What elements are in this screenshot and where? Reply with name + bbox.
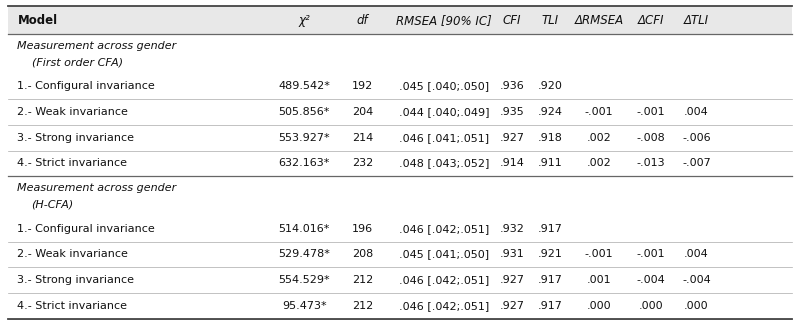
Text: TLI: TLI	[542, 14, 559, 27]
Text: .046 [.042;.051]: .046 [.042;.051]	[398, 224, 489, 234]
Text: .046 [.042;.051]: .046 [.042;.051]	[398, 301, 489, 311]
Text: -.001: -.001	[637, 249, 665, 260]
Text: .000: .000	[684, 301, 709, 311]
Bar	[8, 6, 792, 34]
Text: ΔRMSEA: ΔRMSEA	[574, 14, 624, 27]
Text: 196: 196	[352, 224, 373, 234]
Text: 529.478*: 529.478*	[278, 249, 330, 260]
Text: 204: 204	[352, 107, 373, 117]
Text: Measurement across gender: Measurement across gender	[18, 41, 177, 51]
Text: .918: .918	[538, 133, 563, 143]
Text: -.004: -.004	[682, 275, 710, 285]
Text: -.006: -.006	[682, 133, 710, 143]
Text: .046 [.041;.051]: .046 [.041;.051]	[399, 133, 489, 143]
Text: .921: .921	[538, 249, 563, 260]
Text: (H-CFA): (H-CFA)	[31, 200, 74, 210]
Text: 192: 192	[352, 81, 373, 91]
Text: 489.542*: 489.542*	[278, 81, 330, 91]
Text: 554.529*: 554.529*	[278, 275, 330, 285]
Text: .927: .927	[500, 301, 525, 311]
Text: -.001: -.001	[637, 107, 665, 117]
Text: 2.- Weak invariance: 2.- Weak invariance	[18, 107, 128, 117]
Text: .045 [.040;.050]: .045 [.040;.050]	[399, 81, 489, 91]
Text: .048 [.043;.052]: .048 [.043;.052]	[398, 158, 489, 168]
Text: 3.- Strong invariance: 3.- Strong invariance	[18, 133, 134, 143]
Text: .000: .000	[638, 301, 663, 311]
Text: 214: 214	[352, 133, 373, 143]
Text: .001: .001	[587, 275, 611, 285]
Text: .917: .917	[538, 275, 563, 285]
Text: .000: .000	[587, 301, 611, 311]
Text: -.008: -.008	[637, 133, 666, 143]
Text: 2.- Weak invariance: 2.- Weak invariance	[18, 249, 128, 260]
Text: -.013: -.013	[637, 158, 665, 168]
Text: Measurement across gender: Measurement across gender	[18, 183, 177, 193]
Text: .920: .920	[538, 81, 563, 91]
Text: .924: .924	[538, 107, 563, 117]
Text: CFI: CFI	[503, 14, 522, 27]
Text: 553.927*: 553.927*	[278, 133, 330, 143]
Text: ΔCFI: ΔCFI	[638, 14, 664, 27]
Text: .044 [.040;.049]: .044 [.040;.049]	[398, 107, 489, 117]
Text: .002: .002	[586, 133, 611, 143]
Text: 212: 212	[352, 275, 373, 285]
Text: 1.- Configural invariance: 1.- Configural invariance	[18, 81, 155, 91]
Text: 632.163*: 632.163*	[278, 158, 330, 168]
Text: 232: 232	[352, 158, 373, 168]
Text: 4.- Strict invariance: 4.- Strict invariance	[18, 158, 127, 168]
Text: .911: .911	[538, 158, 563, 168]
Text: .004: .004	[684, 249, 709, 260]
Text: .917: .917	[538, 224, 563, 234]
Text: 4.- Strict invariance: 4.- Strict invariance	[18, 301, 127, 311]
Text: .046 [.042;.051]: .046 [.042;.051]	[398, 275, 489, 285]
Text: -.001: -.001	[585, 107, 614, 117]
Text: .045 [.041;.050]: .045 [.041;.050]	[399, 249, 489, 260]
Text: 212: 212	[352, 301, 373, 311]
Text: 1.- Configural invariance: 1.- Configural invariance	[18, 224, 155, 234]
Text: Model: Model	[18, 14, 58, 27]
Text: -.007: -.007	[682, 158, 710, 168]
Text: -.004: -.004	[637, 275, 666, 285]
Text: (First order CFA): (First order CFA)	[31, 57, 122, 68]
Text: ΔTLI: ΔTLI	[684, 14, 709, 27]
Text: 505.856*: 505.856*	[278, 107, 330, 117]
Text: .932: .932	[500, 224, 525, 234]
Text: 3.- Strong invariance: 3.- Strong invariance	[18, 275, 134, 285]
Text: 208: 208	[352, 249, 373, 260]
Text: .935: .935	[500, 107, 525, 117]
Text: RMSEA [90% IC]: RMSEA [90% IC]	[396, 14, 492, 27]
Text: df: df	[357, 14, 368, 27]
Text: .914: .914	[500, 158, 525, 168]
Text: .004: .004	[684, 107, 709, 117]
Text: 95.473*: 95.473*	[282, 301, 326, 311]
Text: .936: .936	[500, 81, 525, 91]
Text: .002: .002	[586, 158, 611, 168]
Text: .931: .931	[500, 249, 525, 260]
Text: .927: .927	[500, 133, 525, 143]
Text: χ²: χ²	[298, 14, 310, 27]
Text: -.001: -.001	[585, 249, 614, 260]
Text: 514.016*: 514.016*	[278, 224, 330, 234]
Text: .927: .927	[500, 275, 525, 285]
Text: .917: .917	[538, 301, 563, 311]
